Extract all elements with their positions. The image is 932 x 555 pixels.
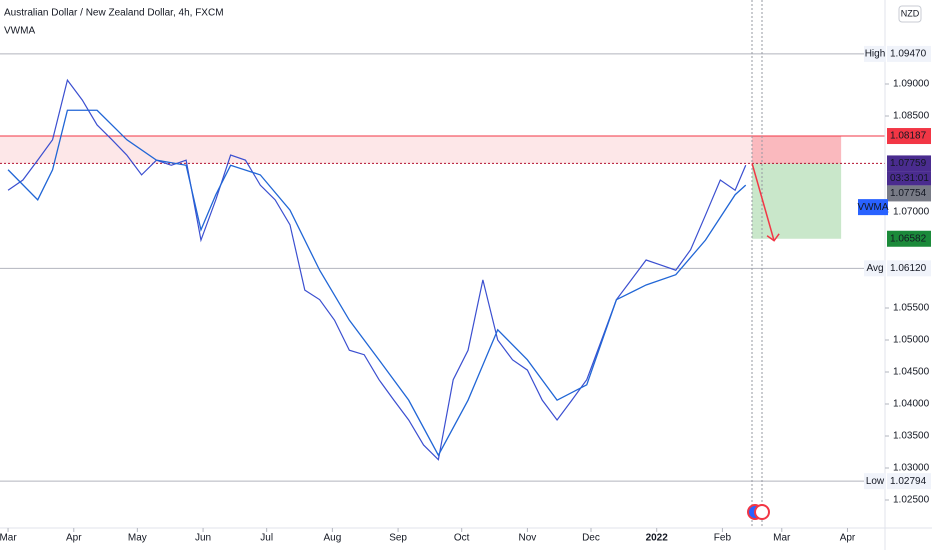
target-tag: 1.06582 (890, 233, 927, 244)
y-tick-label: 1.05000 (893, 335, 930, 346)
level-name-box (864, 260, 886, 277)
level-value: 1.06120 (890, 263, 927, 274)
event-icon[interactable] (754, 504, 770, 520)
currency-box[interactable] (898, 5, 922, 23)
x-tick-label: Nov (518, 533, 536, 544)
stop-tag: 1.08187 (890, 131, 927, 142)
y-tick-label: 1.02500 (893, 495, 930, 506)
level-value-box (887, 260, 931, 277)
currency: NZD (901, 8, 920, 18)
x-tick-label: Aug (323, 533, 341, 544)
countdown-box (887, 171, 931, 186)
x-tick-label: Jul (260, 533, 273, 544)
trade-arrow (751, 163, 780, 242)
entry-tag: 1.07759 (890, 158, 927, 169)
vwma-line (7, 109, 747, 457)
y-tick-label: 1.07000 (893, 207, 930, 218)
x-tick-label: Oct (454, 533, 470, 544)
level-name: Avg (866, 263, 883, 274)
level-name-box (864, 473, 886, 490)
x-tick-label: May (128, 533, 147, 544)
y-tick-label: 1.04000 (893, 399, 930, 410)
x-tick-label: Feb (714, 533, 732, 544)
level-name-box (864, 45, 886, 62)
y-tick-label: 1.08500 (893, 111, 930, 122)
x-tick-label: Dec (582, 533, 600, 544)
x-tick-label: Jun (195, 533, 211, 544)
y-tick-label: 1.03500 (893, 431, 930, 442)
vwma-tag-box (858, 199, 888, 216)
level-value: 1.02794 (890, 476, 927, 487)
y-tick-label: 1.03000 (893, 463, 930, 474)
stop-zone (752, 136, 842, 164)
countdown: 03:31:01 (890, 173, 929, 184)
price-line (7, 78, 747, 461)
target-zone (752, 163, 842, 239)
y-tick-label: 1.04500 (893, 367, 930, 378)
risk-band (0, 136, 753, 164)
last-price-tag-box (887, 185, 931, 202)
vwma-tag: VWMA (857, 202, 888, 213)
x-tick-label: Mar (0, 533, 17, 544)
y-tick-label: 1.05500 (893, 303, 930, 314)
level-value: 1.09470 (890, 49, 927, 60)
entry-tag-box (887, 155, 931, 172)
level-value-box (887, 45, 931, 62)
chart-title: Australian Dollar / New Zealand Dollar, … (4, 8, 224, 19)
x-tick-label: Sep (389, 533, 407, 544)
level-value-box (887, 473, 931, 490)
target-tag-box (887, 230, 931, 247)
x-tick-label: Apr (66, 533, 82, 544)
level-name: Low (866, 476, 885, 487)
x-tick-label: Mar (773, 533, 791, 544)
y-tick-label: 1.09000 (893, 79, 930, 90)
stop-tag-box (887, 128, 931, 145)
x-tick-label: Apr (840, 533, 856, 544)
last-price-tag: 1.07754 (890, 188, 927, 199)
indicator-name: VWMA (4, 26, 35, 37)
level-name: High (865, 49, 886, 60)
x-tick-label: 2022 (646, 533, 669, 544)
